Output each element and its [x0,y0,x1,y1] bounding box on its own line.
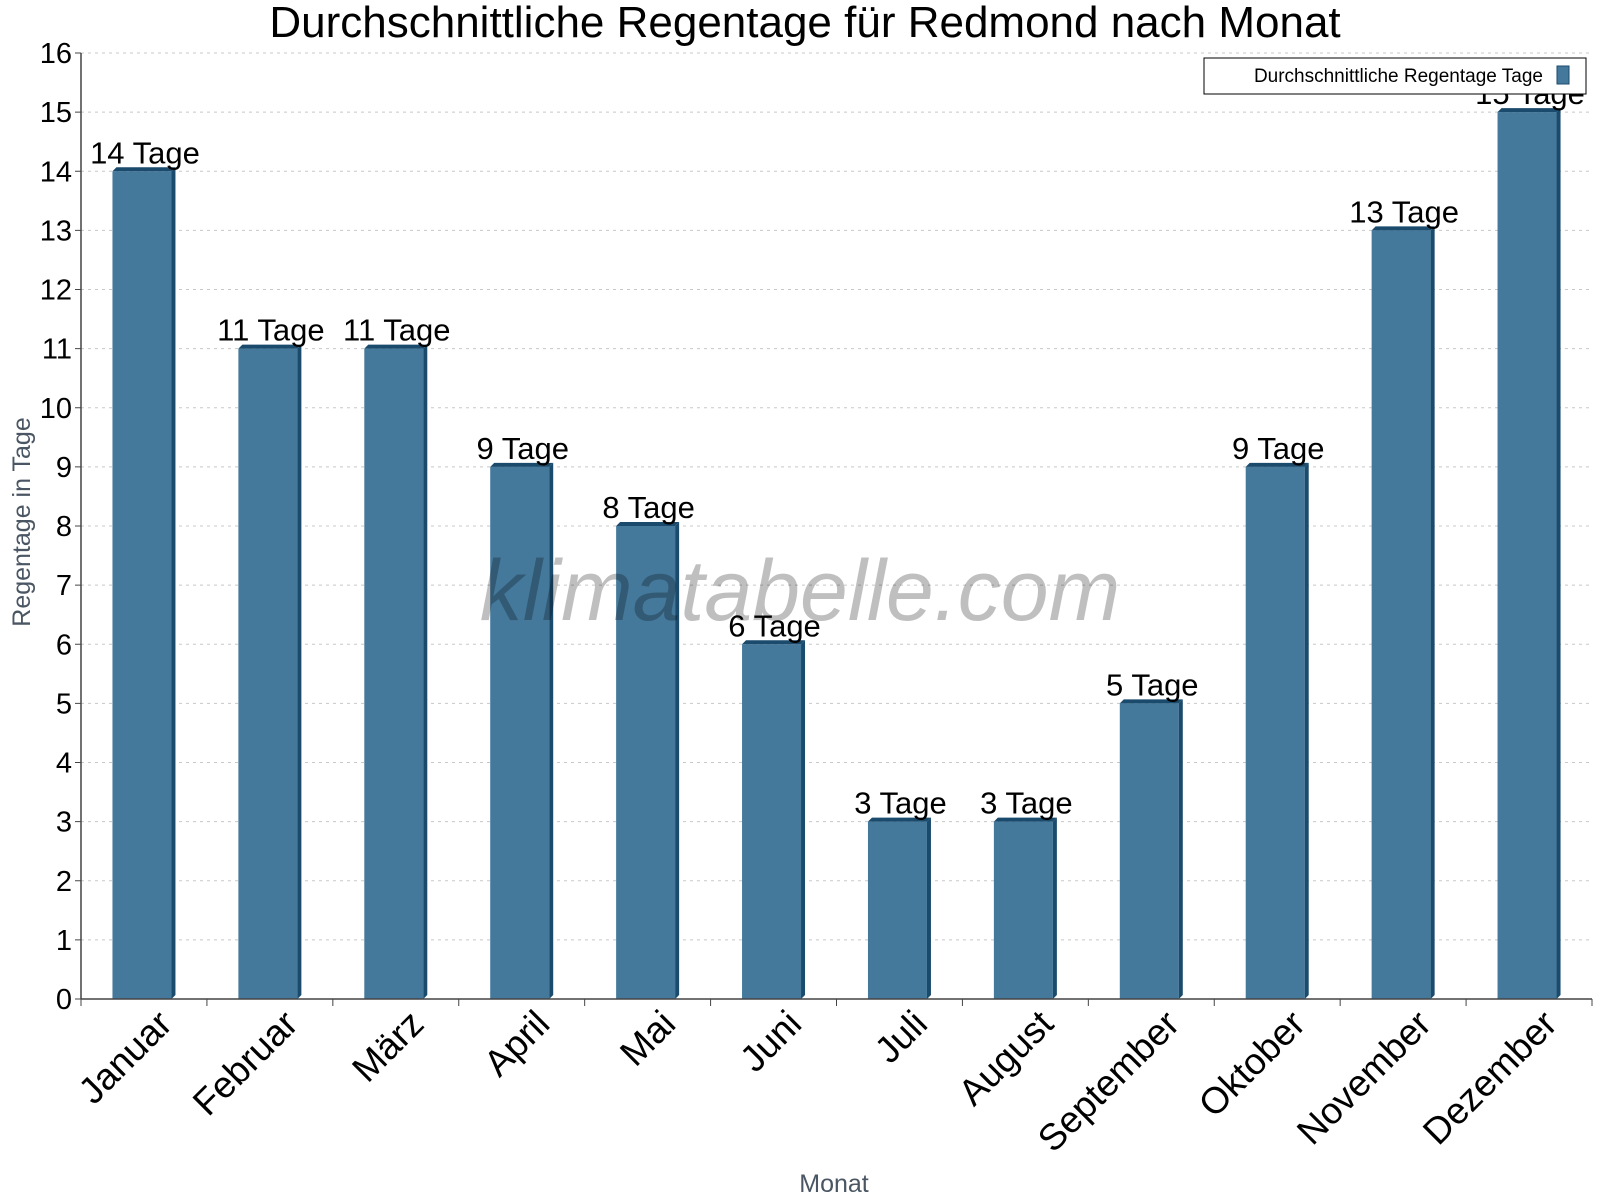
data-label: 5 Tage [1106,667,1199,702]
bar [1371,230,1431,999]
bar-side [1556,108,1561,999]
bar-top [364,344,428,349]
data-labels: 14 Tage 11 Tage 11 Tage 9 Tage 8 Tage 6 Tage 3… [90,76,1585,821]
data-label: 14 Tage [90,135,200,170]
bar-top [112,167,176,172]
bar [867,821,927,999]
bar-top [993,817,1057,822]
bar-side [549,462,554,999]
x-tick-label: Juni [732,1003,809,1080]
x-tick-label: Februar [185,1003,306,1124]
y-tick-label: 11 [42,334,72,366]
bar-top [1245,462,1309,467]
y-tick-label: 3 [56,807,72,839]
bar-top [742,640,806,645]
y-tick-label: 4 [56,748,72,780]
bar-side [1430,226,1435,999]
x-tick-label: August [951,1002,1062,1113]
x-tick-label: November [1289,1003,1439,1153]
bar [112,171,172,999]
watermark: klimatabelle.com [480,543,1120,639]
bar [238,348,298,999]
bar-side [675,522,680,999]
x-axis-ticks: Januar Februar März April Mai Juni Juli AugustS… [71,999,1593,1160]
x-tick-label: Juli [867,1003,935,1071]
y-tick-label: 2 [56,866,72,898]
data-label: 8 Tage [602,490,695,525]
legend: Durchschnittliche Regentage Tage [1203,57,1587,95]
y-tick-label: 15 [40,97,72,129]
bar [1497,112,1557,999]
x-axis-title: Monat [799,1170,869,1198]
bar [364,348,424,999]
bar-side [1304,462,1309,999]
bar-top [490,462,554,467]
bar-top [238,344,302,349]
y-tick-label: 10 [40,393,72,425]
bar [1245,466,1305,999]
x-tick-label: März [344,1003,431,1090]
y-tick-label: 8 [56,511,72,543]
y-tick-label: 5 [56,688,72,720]
y-tick-label: 16 [40,38,72,70]
x-tick-label: Mai [612,1003,683,1074]
x-tick-label: Dezember [1415,1003,1565,1153]
x-tick-label: Januar [71,1003,180,1112]
bar-side [926,817,931,999]
bar-top [1371,226,1435,231]
bar-top [867,817,931,822]
bar-side [1178,699,1183,999]
y-tick-label: 12 [40,275,72,307]
y-tick-label: 7 [56,570,72,602]
data-label: 11 Tage [343,313,450,348]
x-tick-label: Oktober [1191,1003,1313,1125]
bar-top [1497,108,1561,113]
legend-swatch [1556,65,1570,85]
bar-side [801,640,806,999]
y-tick-label: 6 [56,629,72,661]
bar-top [616,522,680,526]
legend-label: Durchschnittliche Regentage Tage [1254,66,1543,87]
y-tick-label: 14 [40,156,72,188]
legend-box [1203,57,1587,95]
y-axis-title: Regentage in Tage [8,417,36,626]
bar [742,644,802,999]
bar [490,466,550,999]
data-label: 9 Tage [1232,431,1325,466]
data-label: 3 Tage [980,786,1073,821]
data-label: 6 Tage [728,608,821,643]
data-label: 13 Tage [1349,194,1459,229]
y-tick-label: 13 [40,215,72,247]
chart-title: Durchschnittliche Regentage für Redmond … [269,0,1340,47]
y-tick-label: 1 [56,925,72,957]
bar-top [1119,699,1183,704]
data-label: 11 Tage [217,313,324,348]
data-label: 9 Tage [476,431,569,466]
bar-side [297,344,302,999]
x-tick-label: April [476,1003,557,1084]
bar-side [423,344,428,999]
bar-series [112,108,1561,999]
data-label: 3 Tage [854,786,947,821]
y-tick-label: 9 [56,452,72,484]
y-tick-label: 0 [56,984,72,1016]
bar-side [171,167,176,999]
bar [616,526,676,999]
bar [993,821,1053,999]
bar [1119,703,1179,999]
bar-side [1052,817,1057,999]
